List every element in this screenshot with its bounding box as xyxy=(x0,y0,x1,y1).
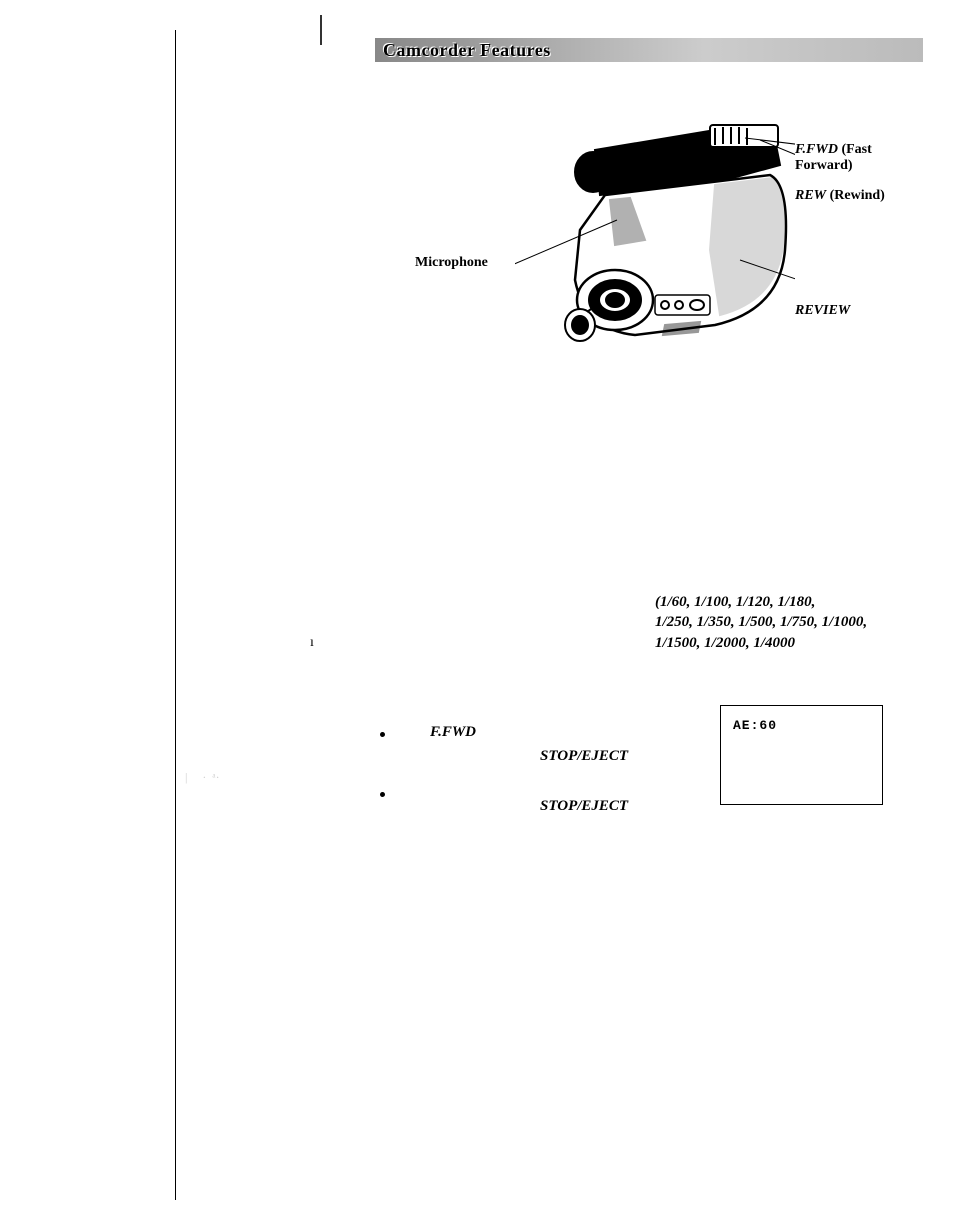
shutter-speed-list: (1/60, 1/100, 1/120, 1/180, 1/250, 1/350… xyxy=(655,592,920,653)
label-stop-eject-1: STOP/EJECT xyxy=(540,748,628,765)
label-stop-eject-2: STOP/EJECT xyxy=(540,798,628,815)
bullet-icon xyxy=(380,792,385,797)
camcorder-illustration xyxy=(515,110,795,360)
label-review: REVIEW xyxy=(795,303,850,319)
ae-display-text: AE:60 xyxy=(733,718,777,733)
label-ffwd: F.FWD (Fast Forward) xyxy=(795,142,925,174)
top-tick-mark xyxy=(320,15,322,45)
stray-mark: ı xyxy=(310,635,314,651)
page-title: Camcorder Features xyxy=(383,40,551,61)
camcorder-diagram: Microphone F.FWD (Fast Forward) REW (Rew… xyxy=(395,100,925,380)
label-rew: REW (Rewind) xyxy=(795,188,885,204)
label-microphone: Microphone xyxy=(415,255,488,271)
page-margin-line xyxy=(175,30,176,1200)
viewfinder-display-box: AE:60 xyxy=(720,705,883,805)
label-ffwd-body: F.FWD xyxy=(430,724,476,741)
bullet-icon xyxy=(380,732,385,737)
header-bar: Camcorder Features xyxy=(375,38,923,62)
print-smudge: | · ᵃ· xyxy=(185,770,295,800)
